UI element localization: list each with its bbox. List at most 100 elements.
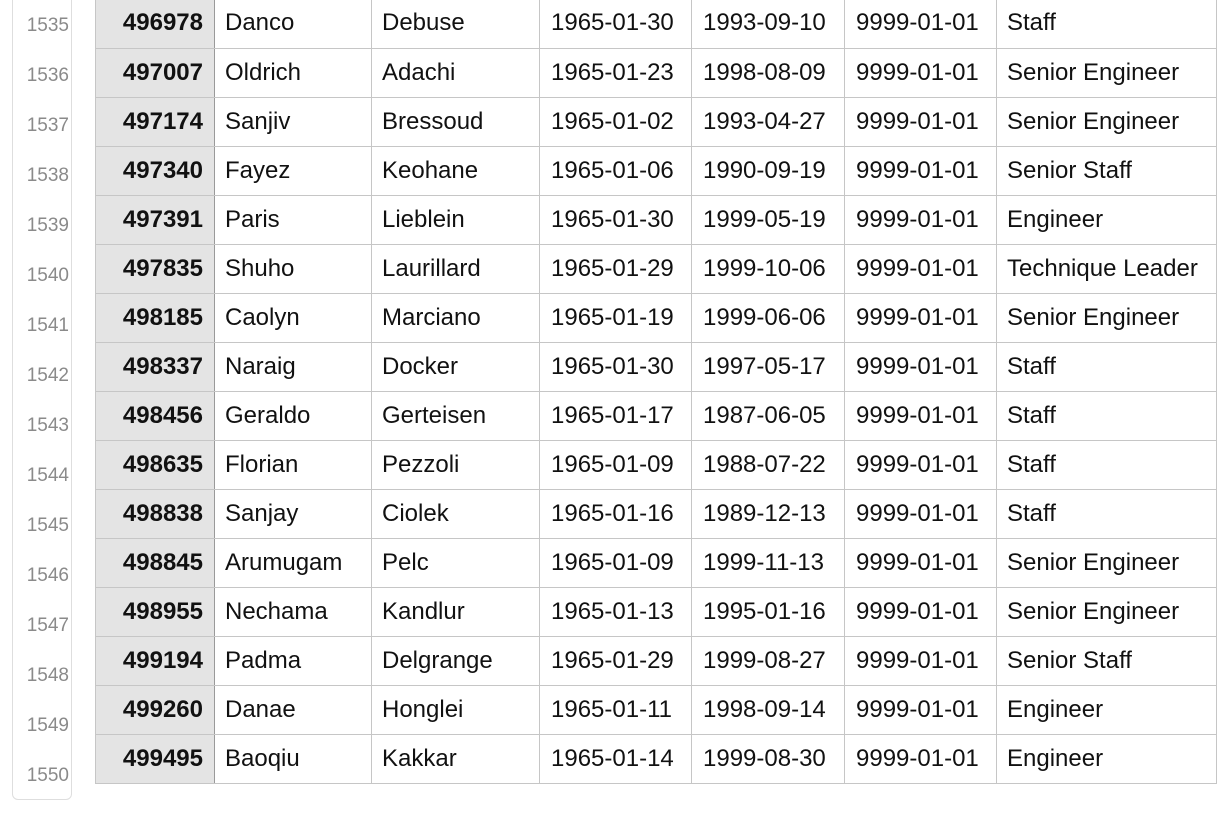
cell-birth-date[interactable]: 1965-01-11 xyxy=(539,684,692,735)
cell-first-name[interactable]: Danco xyxy=(214,0,372,49)
cell-from-date[interactable]: 1990-09-19 xyxy=(691,145,845,196)
cell-emp-no[interactable]: 498955 xyxy=(95,586,215,637)
cell-title[interactable]: Senior Engineer xyxy=(996,292,1217,343)
cell-title[interactable]: Staff xyxy=(996,341,1217,392)
cell-from-date[interactable]: 1998-08-09 xyxy=(691,47,845,98)
cell-from-date[interactable]: 1993-04-27 xyxy=(691,96,845,147)
cell-title[interactable]: Staff xyxy=(996,0,1217,49)
cell-last-name[interactable]: Debuse xyxy=(371,0,540,49)
cell-title[interactable]: Staff xyxy=(996,390,1217,441)
table-row[interactable]: 498337 Naraig Docker 1965-01-30 1997-05-17 99… xyxy=(95,341,1217,392)
row-number[interactable]: 1536 xyxy=(26,65,69,86)
cell-title[interactable]: Senior Engineer xyxy=(996,537,1217,588)
cell-birth-date[interactable]: 1965-01-17 xyxy=(539,390,692,441)
cell-emp-no[interactable]: 498635 xyxy=(95,439,215,490)
cell-birth-date[interactable]: 1965-01-02 xyxy=(539,96,692,147)
cell-first-name[interactable]: Padma xyxy=(214,635,372,686)
cell-to-date[interactable]: 9999-01-01 xyxy=(844,635,997,686)
cell-from-date[interactable]: 1999-11-13 xyxy=(691,537,845,588)
cell-birth-date[interactable]: 1965-01-13 xyxy=(539,586,692,637)
cell-to-date[interactable]: 9999-01-01 xyxy=(844,733,997,784)
row-number[interactable]: 1543 xyxy=(26,415,69,436)
cell-first-name[interactable]: Oldrich xyxy=(214,47,372,98)
cell-first-name[interactable]: Baoqiu xyxy=(214,733,372,784)
cell-first-name[interactable]: Shuho xyxy=(214,243,372,294)
cell-first-name[interactable]: Sanjiv xyxy=(214,96,372,147)
cell-emp-no[interactable]: 496978 xyxy=(95,0,215,49)
cell-title[interactable]: Senior Engineer xyxy=(996,96,1217,147)
cell-from-date[interactable]: 1999-08-27 xyxy=(691,635,845,686)
table-row[interactable]: 498185 Caolyn Marciano 1965-01-19 1999-06-06… xyxy=(95,292,1217,343)
row-number[interactable]: 1544 xyxy=(26,465,69,486)
cell-birth-date[interactable]: 1965-01-09 xyxy=(539,537,692,588)
cell-last-name[interactable]: Pezzoli xyxy=(371,439,540,490)
cell-to-date[interactable]: 9999-01-01 xyxy=(844,341,997,392)
cell-last-name[interactable]: Adachi xyxy=(371,47,540,98)
cell-title[interactable]: Engineer xyxy=(996,733,1217,784)
cell-last-name[interactable]: Gerteisen xyxy=(371,390,540,441)
table-row[interactable]: 499495 Baoqiu Kakkar 1965-01-14 1999-08-30 99… xyxy=(95,733,1217,784)
table-row[interactable]: 496978 Danco Debuse 1965-01-30 1993-09-10 999… xyxy=(95,0,1217,49)
cell-birth-date[interactable]: 1965-01-29 xyxy=(539,243,692,294)
row-number[interactable]: 1546 xyxy=(26,565,69,586)
table-row[interactable]: 498635 Florian Pezzoli 1965-01-09 1988-07-22… xyxy=(95,439,1217,490)
cell-emp-no[interactable]: 498838 xyxy=(95,488,215,539)
cell-first-name[interactable]: Sanjay xyxy=(214,488,372,539)
cell-to-date[interactable]: 9999-01-01 xyxy=(844,439,997,490)
cell-emp-no[interactable]: 497174 xyxy=(95,96,215,147)
cell-last-name[interactable]: Lieblein xyxy=(371,194,540,245)
cell-to-date[interactable]: 9999-01-01 xyxy=(844,488,997,539)
table-row[interactable]: 499260 Danae Honglei 1965-01-11 1998-09-14 99… xyxy=(95,684,1217,735)
cell-birth-date[interactable]: 1965-01-09 xyxy=(539,439,692,490)
cell-emp-no[interactable]: 498337 xyxy=(95,341,215,392)
cell-title[interactable]: Senior Staff xyxy=(996,145,1217,196)
cell-from-date[interactable]: 1999-08-30 xyxy=(691,733,845,784)
cell-to-date[interactable]: 9999-01-01 xyxy=(844,0,997,49)
cell-title[interactable]: Senior Staff xyxy=(996,635,1217,686)
cell-title[interactable]: Staff xyxy=(996,488,1217,539)
cell-emp-no[interactable]: 497007 xyxy=(95,47,215,98)
row-number[interactable]: 1542 xyxy=(26,365,69,386)
cell-birth-date[interactable]: 1965-01-06 xyxy=(539,145,692,196)
cell-title[interactable]: Senior Engineer xyxy=(996,47,1217,98)
row-number[interactable]: 1550 xyxy=(26,765,69,786)
row-number[interactable]: 1538 xyxy=(26,165,69,186)
cell-title[interactable]: Staff xyxy=(996,439,1217,490)
cell-birth-date[interactable]: 1965-01-16 xyxy=(539,488,692,539)
cell-first-name[interactable]: Florian xyxy=(214,439,372,490)
cell-to-date[interactable]: 9999-01-01 xyxy=(844,390,997,441)
cell-to-date[interactable]: 9999-01-01 xyxy=(844,243,997,294)
cell-to-date[interactable]: 9999-01-01 xyxy=(844,47,997,98)
cell-emp-no[interactable]: 497340 xyxy=(95,145,215,196)
table-row[interactable]: 497835 Shuho Laurillard 1965-01-29 1999-10-0… xyxy=(95,243,1217,294)
cell-to-date[interactable]: 9999-01-01 xyxy=(844,96,997,147)
cell-from-date[interactable]: 1993-09-10 xyxy=(691,0,845,49)
cell-emp-no[interactable]: 498845 xyxy=(95,537,215,588)
cell-from-date[interactable]: 1987-06-05 xyxy=(691,390,845,441)
cell-to-date[interactable]: 9999-01-01 xyxy=(844,537,997,588)
cell-emp-no[interactable]: 498185 xyxy=(95,292,215,343)
cell-to-date[interactable]: 9999-01-01 xyxy=(844,194,997,245)
cell-from-date[interactable]: 1995-01-16 xyxy=(691,586,845,637)
cell-last-name[interactable]: Honglei xyxy=(371,684,540,735)
cell-birth-date[interactable]: 1965-01-14 xyxy=(539,733,692,784)
cell-first-name[interactable]: Arumugam xyxy=(214,537,372,588)
cell-last-name[interactable]: Bressoud xyxy=(371,96,540,147)
cell-last-name[interactable]: Keohane xyxy=(371,145,540,196)
cell-last-name[interactable]: Kandlur xyxy=(371,586,540,637)
cell-title[interactable]: Engineer xyxy=(996,684,1217,735)
row-number[interactable]: 1547 xyxy=(26,615,69,636)
cell-last-name[interactable]: Marciano xyxy=(371,292,540,343)
cell-emp-no[interactable]: 497391 xyxy=(95,194,215,245)
cell-title[interactable]: Senior Engineer xyxy=(996,586,1217,637)
row-number[interactable]: 1545 xyxy=(26,515,69,536)
cell-first-name[interactable]: Caolyn xyxy=(214,292,372,343)
cell-from-date[interactable]: 1988-07-22 xyxy=(691,439,845,490)
row-number[interactable]: 1539 xyxy=(26,215,69,236)
cell-last-name[interactable]: Pelc xyxy=(371,537,540,588)
table-row[interactable]: 497174 Sanjiv Bressoud 1965-01-02 1993-04-27… xyxy=(95,96,1217,147)
cell-emp-no[interactable]: 497835 xyxy=(95,243,215,294)
cell-to-date[interactable]: 9999-01-01 xyxy=(844,145,997,196)
cell-first-name[interactable]: Naraig xyxy=(214,341,372,392)
cell-first-name[interactable]: Paris xyxy=(214,194,372,245)
